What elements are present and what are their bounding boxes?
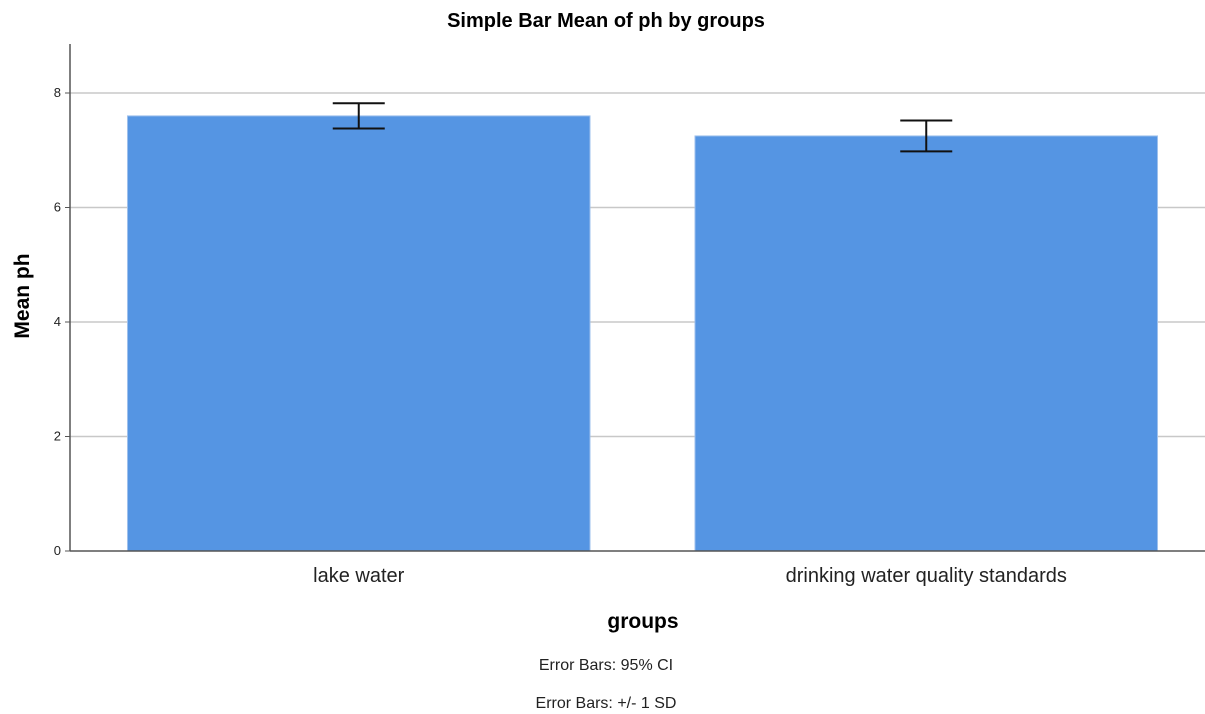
y-tick-label: 6 — [54, 200, 61, 215]
y-axis-title: Mean ph — [11, 253, 34, 338]
chart-title: Simple Bar Mean of ph by groups — [447, 10, 765, 32]
x-category-label: drinking water quality standards — [786, 565, 1067, 587]
error-bar-note-ci: Error Bars: 95% CI — [538, 657, 674, 674]
error-bars — [332, 102, 953, 153]
x-category-label: lake water — [313, 565, 404, 587]
y-tick-label: 2 — [54, 429, 61, 444]
bar — [694, 135, 1159, 552]
labels: 0 2 4 6 8 lake water drinking water quality st… — [54, 85, 1067, 587]
axes — [65, 44, 1205, 552]
bar — [126, 115, 591, 552]
bars — [126, 115, 1159, 552]
y-tick-label: 4 — [54, 314, 61, 329]
y-tick-label: 0 — [54, 543, 61, 558]
y-tick-label: 8 — [54, 85, 61, 100]
error-bar-note-sd: Error Bars: +/- 1 SD — [535, 695, 677, 712]
x-axis-title: groups — [607, 610, 678, 633]
